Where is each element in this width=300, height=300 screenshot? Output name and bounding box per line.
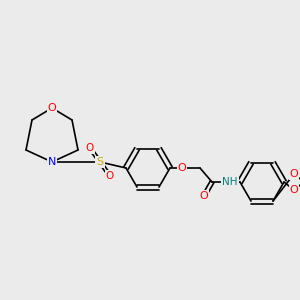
Text: S: S <box>96 157 103 167</box>
Text: NH: NH <box>222 177 238 187</box>
Text: O: O <box>200 191 208 201</box>
Text: N: N <box>48 157 56 167</box>
Text: O: O <box>106 171 114 181</box>
Text: O: O <box>290 169 298 179</box>
Text: O: O <box>178 163 186 173</box>
Text: O: O <box>86 143 94 153</box>
Text: O: O <box>48 103 56 113</box>
Text: O: O <box>290 185 298 195</box>
